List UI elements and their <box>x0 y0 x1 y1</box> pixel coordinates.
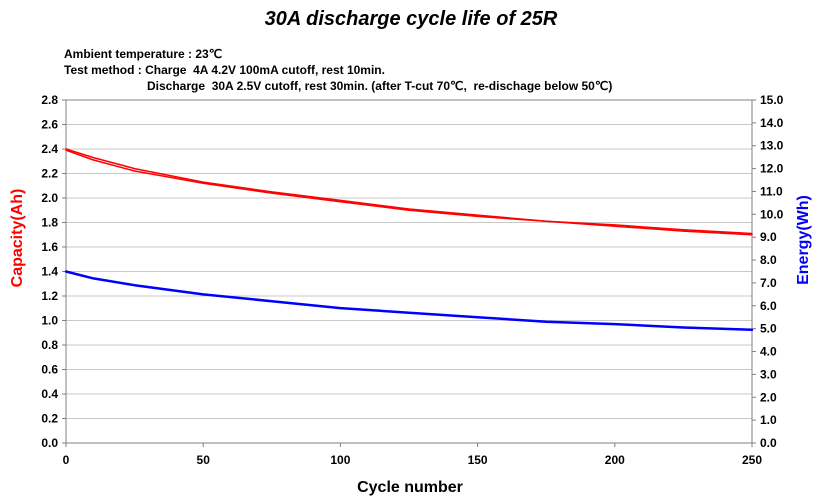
left-tick-label: 1.0 <box>41 314 58 328</box>
note-ambient-temperature: Ambient temperature : 23℃ <box>64 47 223 61</box>
right-tick-label: 3.0 <box>760 367 777 381</box>
left-tick-label: 2.4 <box>41 142 58 156</box>
right-tick-label: 0.0 <box>760 436 777 450</box>
right-tick-label: 4.0 <box>760 345 777 359</box>
x-tick-label: 200 <box>605 453 625 467</box>
left-tick-label: 1.6 <box>41 240 58 254</box>
left-tick-label: 0.4 <box>41 387 58 401</box>
x-tick-label: 150 <box>468 453 488 467</box>
right-tick-label: 7.0 <box>760 276 777 290</box>
left-tick-label: 2.8 <box>41 93 58 107</box>
note-test-method-discharge: Discharge 30A 2.5V cutoff, rest 30min. (… <box>147 79 613 93</box>
left-tick-label: 1.2 <box>41 289 58 303</box>
right-tick-label: 14.0 <box>760 116 784 130</box>
grid-lines <box>66 124 752 419</box>
right-tick-label: 10.0 <box>760 207 784 221</box>
left-tick-label: 2.6 <box>41 118 58 132</box>
x-tick-label: 0 <box>63 453 70 467</box>
right-tick-label: 13.0 <box>760 139 784 153</box>
right-tick-label: 5.0 <box>760 322 777 336</box>
left-tick-label: 0.2 <box>41 412 58 426</box>
left-tick-label: 0.0 <box>41 436 58 450</box>
series-lines <box>64 148 754 332</box>
right-tick-label: 12.0 <box>760 162 784 176</box>
left-tick-label: 0.6 <box>41 363 58 377</box>
axis-ticks: 0.0 0.2 0.4 0.6 0.8 1.0 1.2 1.4 1.6 1.8 2.0 2.2 2.4 2… <box>41 93 783 467</box>
energy-series-line-2 <box>64 270 754 332</box>
right-tick-label: 15.0 <box>760 93 784 107</box>
right-tick-label: 8.0 <box>760 253 777 267</box>
right-tick-label: 6.0 <box>760 299 777 313</box>
right-tick-label: 11.0 <box>760 184 783 198</box>
x-tick-label: 250 <box>742 453 762 467</box>
chart-title: 30A discharge cycle life of 25R <box>264 8 558 30</box>
note-test-method-charge: Test method : Charge 4A 4.2V 100mA cutof… <box>64 63 385 77</box>
right-tick-label: 1.0 <box>760 413 777 427</box>
capacity-series-line-0 <box>65 148 753 235</box>
x-tick-label: 100 <box>330 453 350 467</box>
left-tick-label: 1.8 <box>41 216 58 230</box>
left-tick-label: 2.2 <box>41 167 58 181</box>
x-tick-label: 50 <box>197 453 211 467</box>
capacity-series-line-1 <box>65 149 753 236</box>
left-tick-label: 0.8 <box>41 338 58 352</box>
right-axis-title: Energy(Wh) <box>795 195 812 285</box>
right-tick-label: 2.0 <box>760 390 777 404</box>
right-tick-label: 9.0 <box>760 230 777 244</box>
x-axis-title: Cycle number <box>357 479 463 496</box>
left-axis-title: Capacity(Ah) <box>9 189 26 288</box>
left-tick-label: 2.0 <box>41 191 58 205</box>
left-tick-label: 1.4 <box>41 265 58 279</box>
